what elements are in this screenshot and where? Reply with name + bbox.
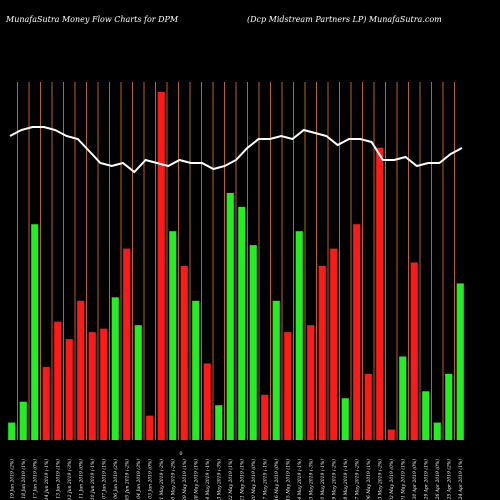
vertical-grid-lines: [17, 82, 455, 440]
x-tick-label: Thu 09 May 2019 (-2%): [330, 459, 337, 500]
money-flow-bar: [169, 231, 177, 440]
x-tick-label: Tue 11 Jun 2019 (0%): [77, 459, 84, 500]
x-tick-label: Tue 04 Jun 2019 (3%): [135, 459, 142, 500]
money-flow-bar: [226, 192, 234, 440]
money-flow-bar: [261, 394, 269, 440]
x-tick-label: Mon 03 Jun 2019 (0%): [146, 459, 153, 500]
money-flow-bar: [134, 325, 142, 440]
chart-title-right: (Dcp Midstream Partners LP) MunafaSutra.…: [247, 15, 442, 24]
money-flow-bar: [42, 366, 50, 440]
money-flow-bar: [318, 266, 326, 440]
money-flow-bar: [284, 332, 292, 440]
x-tick-label: Thu 30 May 2019 (-2%): [169, 459, 176, 500]
price-line: [9, 126, 463, 174]
x-tick-label: Fri 24 May 2019 (-1%): [204, 459, 211, 500]
money-flow-bar: [123, 248, 131, 440]
money-flow-bar: [330, 248, 338, 440]
money-flow-bar: [8, 422, 16, 440]
x-tick-label: Mon 29 Apr 2019 (1%): [422, 459, 429, 500]
price-line-path: [9, 126, 463, 174]
money-flow-bar: [238, 206, 246, 440]
money-flow-bar: [31, 224, 39, 440]
x-tick-label: Mon 13 May 2019 (-3%): [307, 459, 314, 500]
x-tick-label: Wed 12 Jun 2019 (-3%): [66, 459, 73, 500]
money-flow-bar: [203, 363, 211, 440]
x-tick-label: Thu 23 May 2019 (-3%): [215, 459, 222, 500]
x-tick-label: Tue 14 May 2019 (-1%): [296, 459, 303, 500]
money-flow-bars: [8, 92, 464, 440]
x-tick-label: Fri 07 Jun 2019 (1%): [100, 459, 107, 500]
money-flow-bar: [111, 297, 119, 440]
money-flow-bar: [364, 373, 372, 440]
money-flow-bar: [433, 422, 441, 440]
money-flow-bar: [445, 373, 453, 440]
x-tick-label: Wed 05 Jun 2019 (-2%): [123, 459, 130, 500]
x-tick-label: Mon 17 Jun 2019 (0%): [31, 459, 38, 500]
x-tick-label: Thu 02 May 2019 (0%): [388, 459, 395, 500]
money-flow-bar: [146, 415, 154, 440]
x-tick-label: Wed 08 May 2019 (-1%): [342, 459, 349, 500]
x-tick-label: Fri 31 May 2019 (-2%): [158, 459, 165, 500]
x-tick-label: Mon 10 Jun 2019 (-1%): [89, 459, 96, 500]
money-flow-bar: [387, 429, 395, 440]
x-tick-label: Wed 29 May 2019 (1%): [181, 459, 188, 500]
chart-title-left: MunafaSutra Money Flow Charts for DPM: [5, 15, 179, 24]
x-tick-label: Fri 10 May 2019 (-1%): [319, 459, 326, 500]
x-tick-label: Mon 06 May 2019 (1%): [365, 459, 372, 500]
money-flow-bar: [65, 339, 73, 440]
money-flow-bar: [180, 266, 188, 440]
money-flow-bar: [456, 283, 464, 440]
x-tick-label: Fri 03 May 2019 (-2%): [376, 459, 383, 500]
money-flow-bar: [249, 245, 257, 440]
x-tick-label: Fri 17 May 2019 (-1%): [261, 459, 268, 500]
money-flow-bar: [307, 325, 315, 440]
money-flow-bar: [54, 321, 62, 440]
money-flow-bar: [157, 92, 165, 440]
x-tick-label: Thu 25 Apr 2019 (2%): [445, 459, 452, 500]
money-flow-bar: [77, 300, 85, 440]
money-flow-bar: [272, 300, 280, 440]
x-tick-label: Thu 06 Jun 2019 (2%): [112, 459, 119, 500]
x-tick-label: Tue 30 Apr 2019 (0%): [411, 459, 418, 500]
x-tick-label: Wed 24 Apr 2019 (1%): [457, 459, 464, 500]
money-flow-bar: [215, 405, 223, 440]
x-tick-label: Tue 28 May 2019 (1%): [192, 459, 199, 500]
money-flow-bar: [88, 332, 96, 440]
x-tick-label: Thu 13 Jun 2019 (1%): [54, 459, 61, 500]
x-tick-label: Wed 19 Jun 2019 (2%): [8, 459, 15, 500]
x-tick-label: Tue 21 May 2019 (1%): [238, 459, 245, 500]
x-tick-label: Wed 01 May 2019 (1%): [399, 459, 406, 500]
money-flow-bar: [353, 224, 361, 440]
x-tick-label: Tue 07 May 2019 (-2%): [353, 459, 360, 500]
money-flow-bar: [399, 356, 407, 440]
money-flow-bar: [295, 231, 303, 440]
x-tick-label: Wed 15 May 2019 (1%): [284, 459, 291, 500]
money-flow-bar: [422, 391, 430, 440]
money-flow-bar: [192, 300, 200, 440]
x-tick-label: Fri 26 Apr 2019 (0%): [434, 459, 441, 500]
x-tick-label: Wed 22 May 2019 (1%): [227, 459, 234, 500]
mid-label: 0: [179, 451, 182, 457]
money-flow-bar: [100, 328, 108, 440]
money-flow-bar: [376, 147, 384, 440]
x-tick-label: Mon 20 May 2019 (0%): [250, 459, 257, 500]
money-flow-bar: [19, 401, 27, 440]
x-tick-label: Tue 18 Jun 2019 (1%): [20, 459, 27, 500]
x-tick-label: Thu 16 May 2019 (0%): [273, 459, 280, 500]
money-flow-bar: [410, 262, 418, 440]
x-axis-tick-labels: Wed 19 Jun 2019 (2%) Tue 18 Jun 2019 (1%)…: [8, 459, 464, 500]
money-flow-bar: [341, 398, 349, 440]
x-tick-label: Fri 14 Jun 2019 (-1%): [43, 459, 50, 500]
